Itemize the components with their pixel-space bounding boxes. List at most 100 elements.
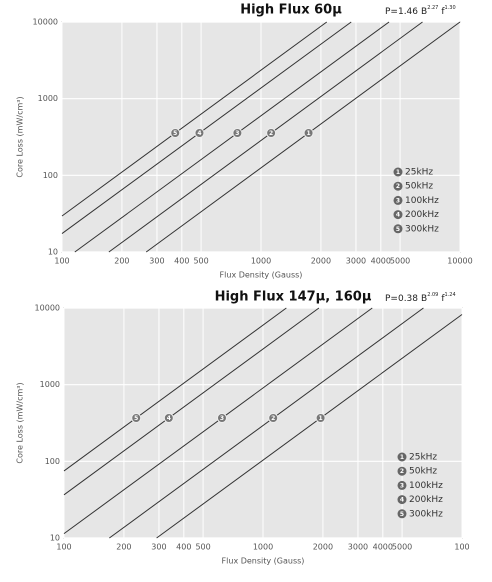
y-tick-label: 100 bbox=[45, 457, 60, 466]
formula-part: B bbox=[421, 7, 427, 17]
y-axis-label: Core Loss (mW/cm³) bbox=[16, 382, 25, 463]
chart-title: High Flux 147μ, 160μ bbox=[215, 290, 372, 305]
loss-line bbox=[109, 307, 424, 539]
x-tick-label: 200 bbox=[116, 543, 131, 552]
x-tick-label: 10000 bbox=[447, 257, 472, 266]
legend-marker-number: 1 bbox=[396, 169, 400, 176]
line-marker-number: 5 bbox=[173, 130, 177, 137]
legend-marker bbox=[393, 195, 403, 205]
x-tick-label: 100 bbox=[454, 543, 469, 552]
line-marker-number: 1 bbox=[319, 415, 323, 422]
line-marker-number: 5 bbox=[134, 415, 138, 422]
formula-part: B bbox=[421, 294, 427, 304]
line-marker-number: 2 bbox=[271, 415, 275, 422]
legend-marker-number: 4 bbox=[400, 497, 404, 504]
line-marker-number: 1 bbox=[306, 130, 310, 137]
x-tick-label: 500 bbox=[195, 543, 210, 552]
legend-marker bbox=[397, 480, 407, 490]
loss-line bbox=[108, 21, 423, 253]
x-axis-label: Flux Density (Gauss) bbox=[222, 557, 305, 566]
loss-line bbox=[61, 21, 328, 217]
x-tick-label: 1000 bbox=[253, 543, 273, 552]
x-tick-label: 4000 bbox=[373, 543, 393, 552]
line-marker bbox=[194, 128, 205, 138]
formula-part: f bbox=[441, 7, 445, 17]
line-marker-number: 4 bbox=[167, 415, 171, 422]
x-tick-label: 2000 bbox=[311, 257, 331, 266]
legend-marker bbox=[397, 509, 407, 519]
formula-part: P=0.38 bbox=[385, 294, 418, 304]
formula: P=1.46 B2.27 f1.30 bbox=[385, 5, 456, 17]
legend-marker-number: 3 bbox=[396, 197, 400, 204]
line-marker bbox=[216, 413, 227, 423]
x-tick-label: 5000 bbox=[392, 543, 412, 552]
x-tick-label: 3000 bbox=[348, 543, 368, 552]
x-tick-label: 3000 bbox=[346, 257, 366, 266]
x-tick-label: 100 bbox=[56, 543, 71, 552]
loss-line bbox=[145, 21, 461, 253]
line-marker-number: 2 bbox=[269, 130, 273, 137]
legend-marker bbox=[393, 210, 403, 220]
line-marker bbox=[163, 413, 174, 423]
loss-line bbox=[156, 314, 463, 539]
legend-marker bbox=[397, 466, 407, 476]
legend-marker-number: 2 bbox=[396, 183, 400, 190]
y-tick-label: 10 bbox=[48, 248, 58, 257]
line-marker bbox=[268, 413, 279, 423]
legend-marker-number: 1 bbox=[400, 454, 404, 461]
legend-label: 200kHz bbox=[409, 495, 443, 505]
line-marker bbox=[315, 413, 326, 423]
legend-marker bbox=[397, 495, 407, 505]
formula-part: 2.27 bbox=[427, 5, 438, 11]
legend-label: 25kHz bbox=[409, 453, 437, 463]
line-marker-number: 4 bbox=[197, 130, 201, 137]
loss-line bbox=[74, 21, 390, 253]
line-marker-number: 3 bbox=[220, 415, 224, 422]
formula-part: P=1.46 bbox=[385, 7, 418, 17]
loss-line bbox=[61, 21, 352, 234]
x-tick-label: 200 bbox=[114, 257, 129, 266]
legend-marker-number: 4 bbox=[396, 212, 400, 219]
legend-label: 100kHz bbox=[409, 481, 443, 491]
x-axis-label: Flux Density (Gauss) bbox=[220, 271, 303, 280]
legend-label: 100kHz bbox=[405, 196, 439, 206]
legend-label: 300kHz bbox=[405, 224, 439, 234]
line-marker bbox=[131, 413, 142, 423]
legend-marker bbox=[393, 181, 403, 191]
legend-label: 300kHz bbox=[409, 509, 443, 519]
legend-marker bbox=[393, 224, 403, 234]
chart-title: High Flux 60μ bbox=[240, 3, 342, 18]
loss-line bbox=[63, 307, 320, 496]
y-tick-label: 10000 bbox=[33, 18, 58, 27]
loss-line bbox=[63, 307, 287, 472]
x-tick-label: 2000 bbox=[313, 543, 333, 552]
y-tick-label: 10 bbox=[50, 534, 60, 543]
legend-label: 50kHz bbox=[409, 467, 437, 477]
formula-part: 1.30 bbox=[445, 5, 456, 11]
formula: P=0.38 B2.09 f1.24 bbox=[385, 292, 456, 304]
legend-marker-number: 3 bbox=[400, 482, 404, 489]
x-tick-label: 300 bbox=[151, 543, 166, 552]
legend-label: 25kHz bbox=[405, 168, 433, 178]
legend-marker-number: 5 bbox=[396, 226, 400, 233]
x-tick-label: 300 bbox=[149, 257, 164, 266]
line-marker bbox=[266, 128, 277, 138]
legend-marker-number: 5 bbox=[400, 511, 404, 518]
legend-label: 50kHz bbox=[405, 182, 433, 192]
legend-marker bbox=[397, 452, 407, 462]
line-marker bbox=[232, 128, 243, 138]
y-tick-label: 10000 bbox=[35, 304, 60, 313]
x-tick-label: 500 bbox=[193, 257, 208, 266]
y-tick-label: 1000 bbox=[38, 94, 58, 103]
line-marker-number: 3 bbox=[235, 130, 239, 137]
formula-part: f bbox=[441, 294, 445, 304]
legend-marker-number: 2 bbox=[400, 468, 404, 475]
y-tick-label: 1000 bbox=[40, 380, 60, 389]
x-tick-label: 4000 bbox=[371, 257, 391, 266]
line-marker bbox=[170, 128, 181, 138]
line-marker bbox=[303, 128, 314, 138]
x-tick-label: 400 bbox=[176, 543, 191, 552]
formula-part: 1.24 bbox=[445, 292, 456, 298]
y-tick-label: 100 bbox=[43, 171, 58, 180]
legend-marker bbox=[393, 167, 403, 177]
